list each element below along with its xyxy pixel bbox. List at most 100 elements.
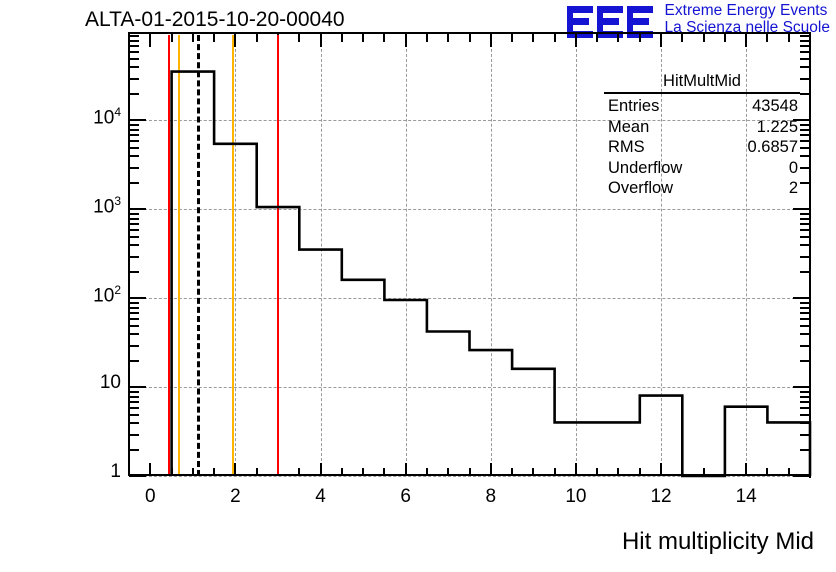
y-minor-tick-right-4-5	[800, 57, 810, 60]
y-axis-label-2: 102	[93, 283, 121, 307]
stats-value: 2	[788, 179, 798, 197]
x-minor-tick-top-1.5	[213, 34, 216, 42]
y-minor-tick-1-9	[129, 302, 139, 305]
y-minor-tick-2-7	[129, 222, 139, 225]
y-minor-tick-2-8	[129, 217, 139, 220]
y-minor-tick-3-8	[129, 128, 139, 131]
y-major-tick-1	[129, 386, 146, 388]
x-minor-tick-top-11	[617, 34, 620, 42]
stats-value: 0.6857	[747, 138, 798, 156]
x-minor-tick-top-15	[787, 34, 790, 42]
y-minor-tick-right-4-9	[800, 35, 810, 38]
y-axis-label-3: 103	[93, 194, 121, 218]
x-axis-title: Hit multiplicity Mid	[621, 528, 814, 555]
x-major-tick-top-7	[745, 34, 748, 47]
y-minor-tick-3-5	[129, 146, 139, 149]
x-axis-label-0: 0	[144, 486, 156, 507]
x-axis-label-1: 2	[230, 486, 241, 507]
x-minor-tick-top-13	[702, 34, 705, 42]
y-minor-tick-right-4-7	[800, 44, 810, 47]
x-major-tick-top-1	[234, 34, 237, 47]
y-minor-tick-1-7	[129, 311, 139, 314]
y-minor-tick-2-4	[129, 244, 139, 247]
y-minor-tick-4-9	[129, 35, 139, 38]
x-minor-tick-top-4.5	[340, 34, 343, 42]
y-minor-tick-2-6	[129, 228, 139, 231]
stats-box-rows: Entries 43548 Mean 1.225 RMS 0.6857 Underflow 0…	[600, 96, 804, 199]
y-minor-tick-4-2	[129, 93, 139, 96]
y-minor-tick-4-7	[129, 44, 139, 47]
x-minor-tick-top-12.5	[681, 34, 684, 42]
y-minor-tick-2-5	[129, 235, 139, 238]
x-minor-tick-top-13.5	[723, 34, 726, 42]
y-minor-tick-2-9	[129, 213, 139, 216]
y-axis-label-0: 1	[110, 461, 121, 482]
x-minor-tick-top-7.5	[468, 34, 471, 42]
y-minor-tick-0-3	[129, 433, 139, 436]
x-axis-label-5: 10	[565, 486, 587, 507]
x-minor-tick-top-11.5	[638, 34, 641, 42]
stats-value: 43548	[752, 97, 798, 115]
y-axis-label-1: 10	[99, 372, 121, 393]
y-major-tick-0	[129, 475, 146, 477]
x-minor-tick-top-7	[447, 34, 450, 42]
x-major-tick-top-4	[489, 34, 492, 47]
y-minor-tick-right-4-6	[800, 50, 810, 53]
x-axis-label-3: 6	[400, 486, 411, 507]
y-minor-tick-0-6	[129, 406, 139, 409]
y-minor-tick-0-8	[129, 395, 139, 398]
stats-box-rule	[604, 92, 800, 94]
y-minor-tick-4-5	[129, 57, 139, 60]
y-minor-tick-4-6	[129, 50, 139, 53]
y-minor-tick-3-6	[129, 139, 139, 142]
stats-value: 0	[788, 158, 798, 177]
x-minor-tick-top-9	[532, 34, 535, 42]
x-major-tick-top-3	[404, 34, 407, 47]
y-minor-tick-1-5	[129, 324, 139, 327]
y-minor-tick-2-2	[129, 271, 139, 274]
stats-label: Overflow	[608, 179, 674, 197]
stats-box-title: HitMultMid	[663, 72, 741, 90]
stats-row-underflow: Underflow 0	[600, 158, 804, 179]
logo-text-line1: Extreme Energy Events	[664, 2, 828, 19]
y-minor-tick-4-4	[129, 66, 139, 69]
stats-box: HitMultMid Entries 43548 Mean 1.225 RMS 0.685…	[600, 72, 804, 199]
stats-label: RMS	[608, 138, 645, 156]
x-minor-tick-top-14.5	[766, 34, 769, 42]
marker-line-red-left	[168, 35, 171, 476]
y-minor-tick-3-9	[129, 124, 139, 127]
y-minor-tick-2-3	[129, 255, 139, 258]
axes-frame-right	[809, 33, 811, 478]
stats-value: 1.225	[756, 117, 798, 136]
y-minor-tick-0-2	[129, 449, 139, 452]
stats-label: Entries	[608, 97, 660, 115]
x-minor-tick-top-2.5	[255, 34, 258, 42]
x-minor-tick-top-9.5	[553, 34, 556, 42]
stats-row-entries: Entries 43548	[600, 96, 804, 117]
y-minor-tick-1-6	[129, 317, 139, 320]
stats-row-overflow: Overflow 2	[600, 178, 804, 199]
eee-logo: Extreme Energy Events La Scienza nelle S…	[566, 2, 830, 39]
logo-text-block: Extreme Energy Events La Scienza nelle S…	[665, 2, 830, 36]
y-axis-label-4: 104	[93, 105, 121, 129]
x-major-tick-0	[149, 463, 152, 476]
x-major-tick-top-2	[319, 34, 322, 47]
y-minor-tick-3-3	[129, 166, 139, 169]
y-minor-tick-0-9	[129, 391, 139, 394]
y-major-tick-3	[129, 208, 146, 210]
x-minor-tick-top-5	[362, 34, 365, 42]
stats-label: Underflow	[608, 158, 683, 177]
y-major-tick-4	[129, 119, 146, 121]
y-minor-tick-0-5	[129, 413, 139, 416]
x-minor-tick-top-10.5	[596, 34, 599, 42]
stats-label: Mean	[608, 117, 650, 136]
y-minor-tick-right-4-8	[800, 39, 810, 42]
y-minor-tick-0-4	[129, 422, 139, 425]
y-minor-tick-1-3	[129, 344, 139, 347]
x-major-tick-top-5	[574, 34, 577, 47]
y-gridline-0	[129, 476, 810, 477]
y-minor-tick-4-3	[129, 77, 139, 80]
y-minor-tick-1-2	[129, 360, 139, 363]
x-minor-tick-top-3.5	[298, 34, 301, 42]
